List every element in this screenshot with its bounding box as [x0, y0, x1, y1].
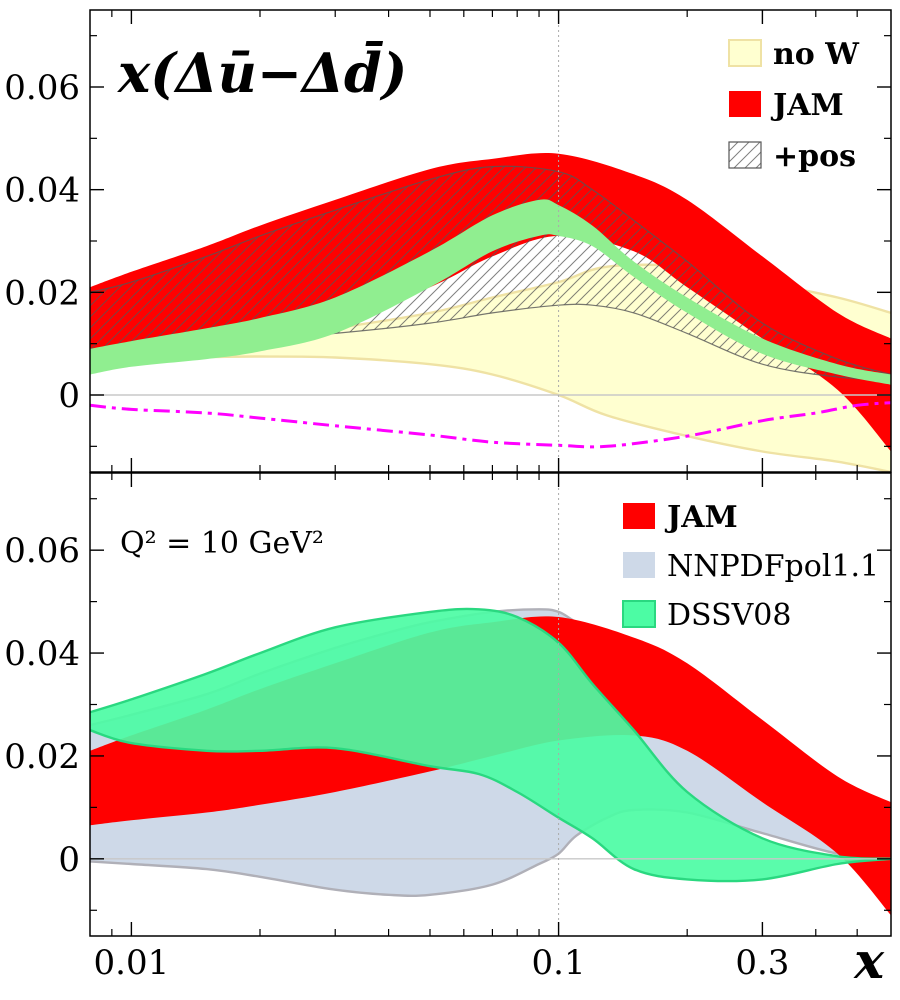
- q2-annotation: Q² = 10 GeV²: [120, 526, 324, 561]
- top-legend-swatch-jam: [729, 91, 761, 117]
- top-legend-item-no-w: no W: [728, 37, 860, 72]
- bottom-y-tick-labels: 0 0.02 0.04 0.06: [4, 531, 80, 880]
- bot-dssv08-upper-edge: [90, 607, 891, 860]
- top-series-4-line: [90, 401, 891, 449]
- bottom-legend: JAM NNPDFpol1.1 DSSV08: [622, 500, 879, 633]
- x-tick-label: 0.3: [735, 943, 789, 983]
- top-series-3-fill: [90, 199, 891, 385]
- top-ticks: [90, 10, 891, 472]
- x-tick-label: 0.1: [532, 943, 586, 983]
- x-tick-labels: 0.01 0.1 0.3: [94, 943, 790, 983]
- bot-legend-swatch-nnpdfpol1-1: [623, 552, 655, 578]
- bot-dssv08-lower-edge: [90, 729, 891, 883]
- top-legend-label-jam: JAM: [770, 88, 844, 123]
- top-y-tick-label: 0.06: [4, 68, 80, 108]
- bot-legend-label-nnpdfpol1-1: NNPDFpol1.1: [667, 549, 879, 584]
- top-y-tick-label: 0: [58, 376, 80, 416]
- bot-dssv08-band: [90, 607, 891, 883]
- bot-legend-swatch-dssv08: [622, 600, 656, 628]
- top-legend-label-no-w: no W: [773, 37, 860, 72]
- x-tick-label: 0.01: [94, 943, 170, 983]
- bottom-ticks: [90, 473, 891, 936]
- top-y-tick-label: 0.04: [4, 171, 80, 211]
- top-panel-title: x(Δū−Δd̄): [117, 41, 407, 105]
- top-y-tick-label: 0.02: [4, 273, 80, 313]
- bot-legend-swatch-jam: [623, 503, 655, 529]
- bottom-plot-area: [90, 473, 891, 936]
- top-y-tick-labels: 0 0.02 0.04 0.06: [4, 68, 80, 416]
- bot-y-tick-label: 0.02: [4, 737, 80, 777]
- top-legend: no W JAM +pos: [728, 37, 860, 174]
- top-legend-label-pos: +pos: [773, 139, 856, 174]
- top-legend-swatch-no-w: [728, 39, 762, 67]
- bot-legend-label-jam: JAM: [664, 500, 738, 535]
- bot-legend-label-dssv08: DSSV08: [667, 598, 791, 633]
- top-legend-item-jam: JAM: [729, 88, 844, 123]
- bot-legend-item-dssv08: DSSV08: [622, 598, 791, 633]
- bot-y-tick-label: 0: [58, 840, 80, 880]
- bot-legend-item-nnpdfpol1-1: NNPDFpol1.1: [623, 549, 879, 584]
- top-series-3-band: [90, 199, 891, 385]
- top-pos-upper-edge: [90, 165, 891, 376]
- bot-dssv08-fill: [90, 608, 891, 882]
- x-axis-label: x: [853, 931, 885, 990]
- top-plot-area: [90, 10, 891, 472]
- bot-legend-item-jam: JAM: [623, 500, 738, 535]
- bot-y-tick-label: 0.06: [4, 531, 80, 571]
- bottom-panel: 0 0.02 0.04 0.06 Q² = 10 GeV² JAM NNPDFpol1.…: [4, 472, 892, 937]
- top-legend-swatch-pos: [728, 141, 762, 169]
- bot-y-tick-label: 0.04: [4, 634, 80, 674]
- top-legend-item-pos: +pos: [728, 139, 856, 174]
- top-panel: 0 0.02 0.04 0.06 x(Δū−Δd̄) no W JAM +pos: [4, 9, 892, 473]
